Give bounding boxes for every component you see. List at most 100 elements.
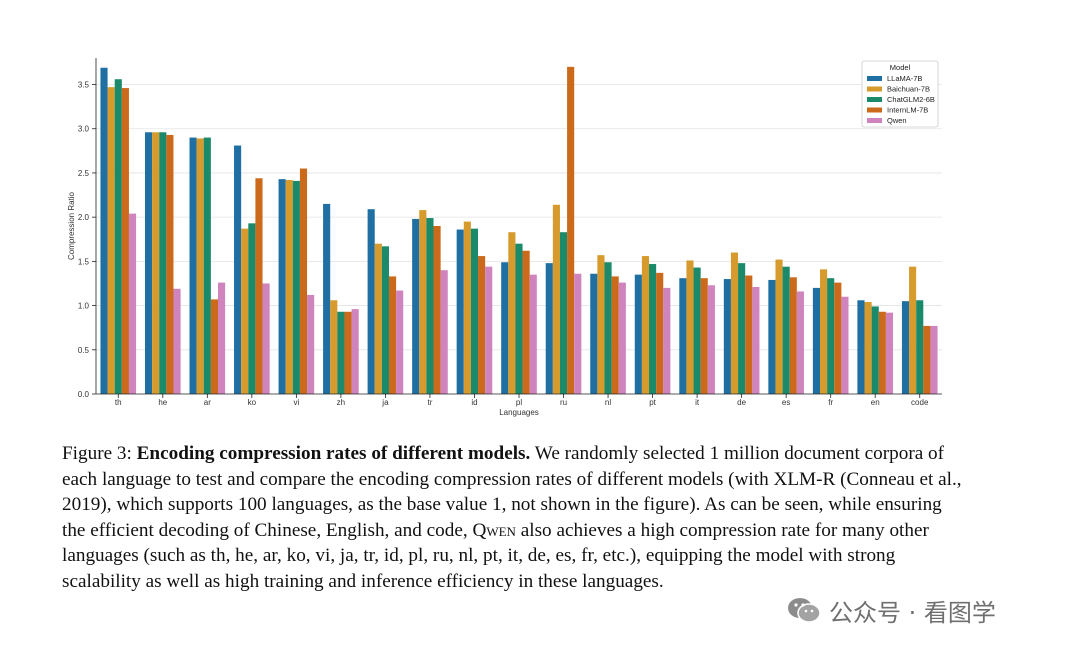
bar-baichuan-7b-de [730,252,739,394]
legend-label: Baichuan-7B [887,85,930,94]
bar-baichuan-7b-ja [374,243,382,394]
bar-baichuan-7b-es [775,259,783,394]
bars [100,66,938,394]
y-tick-label: 3.5 [78,81,90,90]
bar-internlm-7b-ru [567,66,575,394]
bar-chatglm2-6b-fr [827,278,835,394]
x-tick-label-ko: ko [248,398,257,407]
bar-qwen-pt [663,287,671,394]
bar-internlm-7b-es [789,277,797,394]
x-tick-label-pt: pt [649,398,656,407]
x-tick-label-en: en [871,398,880,407]
bar-qwen-it [707,285,715,394]
bar-chatglm2-6b-it [693,267,701,394]
bar-llama-7b-fr [812,287,820,394]
bar-llama-7b-en [857,300,865,394]
bar-chatglm2-6b-ar [203,137,211,394]
bar-internlm-7b-pt [656,272,664,394]
bar-chatglm2-6b-id [470,228,479,394]
caption-bold-title: Encoding compression rates of different … [136,443,531,464]
bar-qwen-id [485,266,493,394]
x-tick-label-ru: ru [560,398,567,407]
caption-text-1: We randomly selected 1 million document … [62,443,962,541]
bar-qwen-en [885,312,894,394]
bar-baichuan-7b-nl [597,255,605,394]
bar-baichuan-7b-code [909,266,917,394]
x-tick-label-ar: ar [204,398,211,407]
x-tick-label-code: code [911,398,929,407]
bar-qwen-code [930,325,938,394]
legend-swatch [867,118,882,123]
bar-llama-7b-ko [234,145,242,394]
bar-internlm-7b-fr [834,282,842,394]
bar-chatglm2-6b-de [738,263,746,394]
bar-qwen-he [173,288,181,394]
legend-label: InternLM-7B [887,106,928,115]
bar-baichuan-7b-zh [330,300,338,394]
bar-baichuan-7b-it [686,260,694,394]
bar-chatglm2-6b-en [871,306,879,394]
bar-llama-7b-code [901,301,910,394]
bar-qwen-tr [440,270,448,394]
bar-internlm-7b-he [166,134,174,394]
y-tick-label: 0.5 [78,346,90,355]
bar-baichuan-7b-pt [641,256,650,394]
bar-internlm-7b-pl [522,250,530,394]
y-tick-label: 3.0 [78,125,90,134]
bar-llama-7b-de [723,279,731,394]
bar-llama-7b-vi [278,179,286,394]
bar-llama-7b-es [768,279,776,394]
bar-internlm-7b-ar [210,299,219,394]
caption-text-2: also achieves a high compression rate fo… [62,519,929,592]
x-tick-label-ja: ja [381,398,389,407]
x-ticks: th he ar ko vi zh ja tr id pl ru nl pt it de es fr en code [115,394,929,407]
bar-chatglm2-6b-nl [604,262,612,394]
bar-internlm-7b-de [745,275,753,394]
bar-qwen-ko [262,283,270,394]
x-tick-label-fr: fr [828,398,833,407]
bar-llama-7b-pt [634,274,642,394]
legend-label: LLaMA-7B [887,74,922,83]
bar-llama-7b-tr [412,218,420,394]
x-tick-label-vi: vi [293,398,299,407]
bar-qwen-zh [351,309,359,394]
x-tick-label-he: he [158,398,167,407]
bar-chatglm2-6b-ru [559,232,568,394]
bar-qwen-ru [574,273,582,394]
watermark: 公众号 · 看图学 [787,595,996,627]
bar-llama-7b-he [144,132,153,394]
bar-internlm-7b-tr [433,226,441,394]
bar-llama-7b-ru [545,263,553,394]
bar-baichuan-7b-fr [819,269,828,394]
watermark-text: 公众号 · 看图学 [829,598,996,627]
bar-baichuan-7b-th [107,87,115,394]
x-axis-label: Languages [499,408,539,417]
bar-qwen-nl [618,282,626,394]
bar-internlm-7b-id [478,256,486,394]
bar-llama-7b-ja [367,209,375,394]
bar-chatglm2-6b-pt [649,264,657,394]
x-tick-label-de: de [737,398,746,407]
legend-swatch [867,76,882,81]
caption-model-name: Qwen [472,519,516,541]
x-tick-label-pl: pl [516,398,522,407]
bar-baichuan-7b-id [463,221,471,394]
bar-internlm-7b-nl [611,276,619,394]
y-tick-label: 1.5 [78,257,90,266]
x-tick-label-nl: nl [605,398,611,407]
bar-qwen-es [796,291,804,394]
y-tick-label: 2.5 [78,169,90,178]
bar-baichuan-7b-ar [196,138,204,394]
bar-qwen-th [128,213,137,394]
y-tick-label: 0.0 [78,390,90,399]
bar-chatglm2-6b-ko [248,223,256,394]
x-tick-label-tr: tr [428,398,433,407]
caption-prefix: Figure 3: [62,443,137,464]
bar-internlm-7b-ja [388,276,397,394]
bar-baichuan-7b-pl [508,232,516,394]
bar-qwen-pl [529,274,537,394]
x-tick-label-th: th [115,398,122,407]
bar-llama-7b-pl [501,262,509,394]
